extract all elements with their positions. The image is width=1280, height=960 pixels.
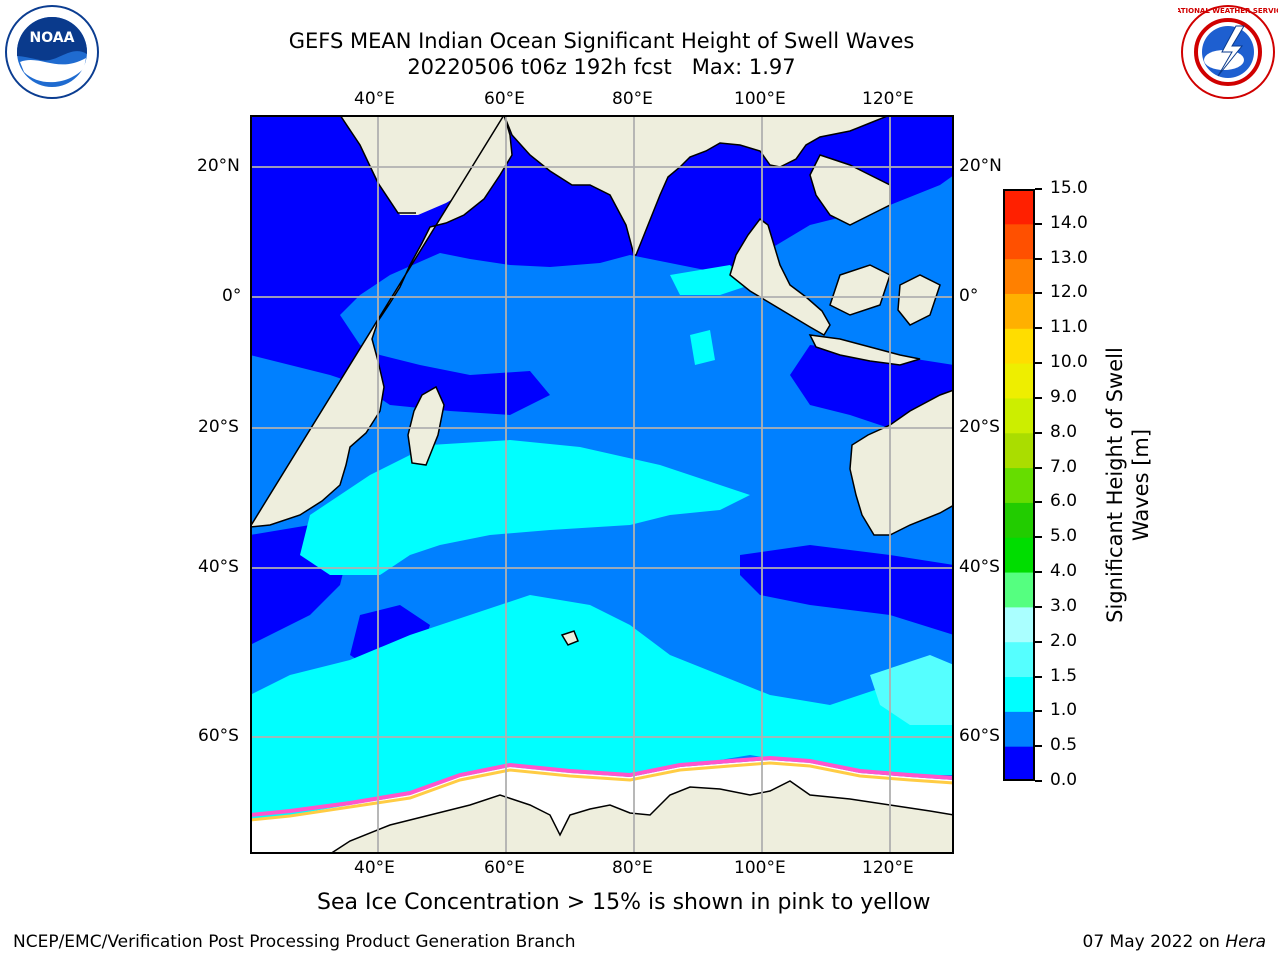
- plot-title: GEFS MEAN Indian Ocean Significant Heigh…: [288, 29, 915, 53]
- lat-tick-left-20n: 20°N: [197, 156, 240, 176]
- colorbar-label: Significant Height of Swell Waves [m]: [1103, 347, 1153, 623]
- swell-band-1.5-2.0: [870, 655, 954, 725]
- colorbar-tick-mark: [1035, 362, 1042, 365]
- colorbar-segment: [1003, 641, 1035, 678]
- colorbar-tick-mark: [1035, 431, 1042, 434]
- colorbar-tick-mark: [1035, 222, 1042, 225]
- lon-tick-top-60e: 60°E: [484, 89, 525, 109]
- colorbar-tick-label: 10.0: [1050, 352, 1088, 373]
- colorbar-tick-mark: [1035, 188, 1042, 190]
- colorbar-tick-label: 0.0: [1050, 770, 1078, 790]
- colorbar-tick-label: 4.0: [1050, 561, 1078, 582]
- colorbar-tick-label: 1.5: [1050, 665, 1078, 686]
- colorbar-segment: [1003, 223, 1035, 260]
- svg-text:NATIONAL WEATHER SERVICE: NATIONAL WEATHER SERVICE: [1178, 7, 1278, 15]
- footer-date-text: 07 May 2022 on: [1082, 932, 1226, 952]
- colorbar-tick-label: 2.0: [1050, 630, 1078, 651]
- colorbar-tick-mark: [1035, 745, 1042, 748]
- colorbar-tick-label: 1.0: [1050, 700, 1078, 721]
- colorbar-segment: [1003, 328, 1035, 364]
- colorbar-tick-mark: [1035, 292, 1042, 295]
- noaa-logo: NOAA: [0, 4, 104, 100]
- lon-tick-bottom-60e: 60°E: [484, 858, 525, 878]
- colorbar-segment: [1003, 711, 1035, 747]
- noaa-logo-icon: NOAA: [5, 5, 99, 99]
- lon-tick-top-80e: 80°E: [612, 89, 653, 109]
- colorbar-tick-label: 0.5: [1050, 735, 1078, 756]
- footer-host: Hera: [1225, 932, 1266, 952]
- graticule: [250, 115, 954, 854]
- lat-tick-right-60s: 60°S: [959, 726, 1000, 746]
- colorbar-tick-mark: [1035, 257, 1042, 260]
- nws-logo: NATIONAL WEATHER SERVICE: [1170, 4, 1280, 100]
- colorbar: [1003, 189, 1035, 781]
- colorbar-tick-label: 3.0: [1050, 595, 1078, 616]
- lon-tick-bottom-100e: 100°E: [734, 858, 786, 878]
- colorbar-tick-mark: [1035, 571, 1042, 574]
- colorbar-tick-mark: [1035, 605, 1042, 608]
- lon-tick-top-120e: 120°E: [862, 89, 914, 109]
- footer-credit: NCEP/EMC/Verification Post Processing Pr…: [13, 932, 576, 952]
- colorbar-tick-mark: [1035, 640, 1042, 643]
- colorbar-tick-mark: [1035, 536, 1042, 539]
- lat-tick-right-20s: 20°S: [959, 417, 1000, 437]
- lat-tick-right-40s: 40°S: [959, 557, 1000, 577]
- colorbar-tick-label: 8.0: [1050, 421, 1078, 442]
- lon-tick-top-100e: 100°E: [734, 89, 786, 109]
- colorbar-tick-label: 14.0: [1050, 212, 1088, 233]
- swell-band-1.0-1.5: [250, 265, 954, 820]
- map-frame: [250, 115, 954, 854]
- footer-date: 07 May 2022 on Hera: [1083, 932, 1267, 952]
- land-masses: [250, 115, 954, 854]
- colorbar-tick-label: 5.0: [1050, 526, 1078, 547]
- colorbar-segment: [1003, 397, 1035, 434]
- colorbar-segment: [1003, 293, 1035, 329]
- lon-tick-top-40e: 40°E: [354, 89, 395, 109]
- colorbar-tick-mark: [1035, 396, 1042, 399]
- colorbar-segment: [1003, 572, 1035, 608]
- plot-subtitle: 20220506 t06z 192h fcst Max: 1.97: [407, 55, 796, 79]
- colorbar-segment: [1003, 676, 1035, 712]
- lon-tick-bottom-80e: 80°E: [612, 858, 653, 878]
- lon-tick-bottom-120e: 120°E: [862, 858, 914, 878]
- colorbar-tick-mark: [1035, 675, 1042, 678]
- colorbar-tick-label: 9.0: [1050, 386, 1078, 407]
- colorbar-tick-label: 12.0: [1050, 282, 1088, 303]
- colorbar-segment: [1003, 363, 1035, 399]
- colorbar-tick-mark: [1035, 501, 1042, 504]
- colorbar-tick-mark: [1035, 466, 1042, 469]
- lat-tick-left-40s: 40°S: [198, 557, 239, 577]
- noaa-logo-text: NOAA: [30, 30, 75, 46]
- colorbar-segment: [1003, 258, 1035, 294]
- colorbar-tick-label: 6.0: [1050, 491, 1078, 512]
- colorbar-tick-mark: [1035, 327, 1042, 330]
- lon-tick-bottom-40e: 40°E: [354, 858, 395, 878]
- lat-tick-right-20n: 20°N: [959, 156, 1002, 176]
- colorbar-segment: [1003, 746, 1035, 781]
- colorbar-segment: [1003, 467, 1035, 503]
- colorbar-segment: [1003, 606, 1035, 643]
- colorbar-segment: [1003, 189, 1035, 225]
- map-panel: [250, 115, 954, 854]
- colorbar-segment: [1003, 502, 1035, 538]
- colorbar-tick-label: 13.0: [1050, 247, 1088, 268]
- colorbar-segment: [1003, 432, 1035, 469]
- colorbar-frame: [1003, 189, 1035, 781]
- nws-logo-icon: NATIONAL WEATHER SERVICE: [1170, 5, 1280, 99]
- lat-tick-left-0: 0°: [222, 286, 242, 306]
- lat-tick-right-0: 0°: [959, 286, 979, 306]
- lat-tick-left-60s: 60°S: [198, 726, 239, 746]
- colorbar-tick-mark: [1035, 780, 1042, 782]
- colorbar-tick-label: 11.0: [1050, 317, 1088, 338]
- lat-tick-left-20s: 20°S: [198, 417, 239, 437]
- colorbar-tick-mark: [1035, 710, 1042, 713]
- sea-ice-caption: Sea Ice Concentration > 15% is shown in …: [317, 890, 931, 915]
- colorbar-segment: [1003, 537, 1035, 573]
- colorbar-tick-label: 7.0: [1050, 456, 1078, 477]
- colorbar-tick-label: 15.0: [1050, 178, 1088, 198]
